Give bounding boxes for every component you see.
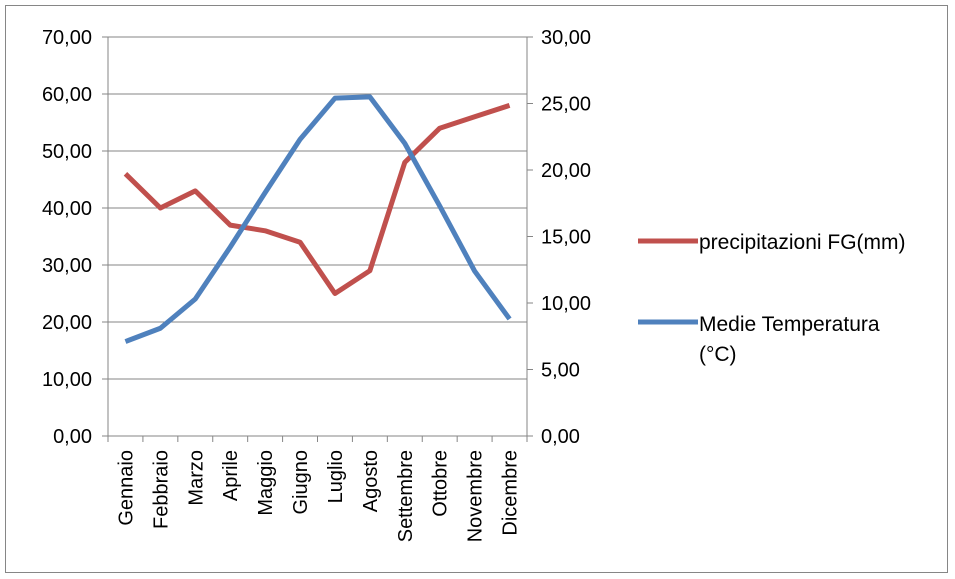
left-tick-label: 10,00 bbox=[42, 369, 92, 391]
left-tick-label: 40,00 bbox=[42, 198, 92, 220]
right-tick-label: 10,00 bbox=[541, 293, 591, 315]
x-tick-label: Dicembre bbox=[500, 450, 522, 536]
left-tick-label: 0,00 bbox=[53, 426, 92, 448]
series-line-temperatura bbox=[124, 94, 512, 344]
x-tick-label: Maggio bbox=[255, 450, 277, 516]
legend-label-temperatura-unit: (°C) bbox=[699, 343, 737, 366]
x-tick-label: Febbraio bbox=[150, 450, 172, 529]
x-tick-label: Ottobre bbox=[430, 450, 452, 517]
series-lines bbox=[123, 94, 512, 344]
legend-label-temperatura: Medie Temperatura bbox=[699, 313, 880, 336]
left-tick-label: 70,00 bbox=[42, 27, 92, 49]
right-y-axis-ticks: 0,00 5,00 10,00 15,00 20,00 25,00 30,00 bbox=[527, 27, 591, 448]
left-tick-label: 50,00 bbox=[42, 141, 92, 163]
axes bbox=[107, 37, 528, 437]
chart-frame bbox=[5, 5, 948, 573]
right-tick-label: 30,00 bbox=[541, 27, 591, 49]
right-tick-label: 20,00 bbox=[541, 160, 591, 182]
right-tick-label: 5,00 bbox=[541, 360, 580, 382]
right-tick-label: 25,00 bbox=[541, 94, 591, 116]
left-tick-label: 30,00 bbox=[42, 255, 92, 277]
x-tick-label: Gennaio bbox=[115, 450, 137, 526]
x-tick-label: Agosto bbox=[360, 450, 382, 512]
x-tick-label: Aprile bbox=[220, 450, 242, 501]
right-tick-label: 0,00 bbox=[541, 426, 580, 448]
left-tick-label: 60,00 bbox=[42, 84, 92, 106]
x-tick-label: Marzo bbox=[185, 450, 207, 506]
x-tick-label: Settembre bbox=[395, 450, 417, 542]
x-tick-label: Giugno bbox=[290, 450, 312, 515]
legend: precipitazioni FG(mm) Medie Temperatura … bbox=[638, 231, 906, 366]
legend-label-precipitazioni: precipitazioni FG(mm) bbox=[699, 231, 906, 254]
x-tick-label: Novembre bbox=[465, 450, 487, 542]
gridlines bbox=[108, 36, 527, 380]
x-axis-ticks: Gennaio Febbraio Marzo Aprile Maggio Giugno Lu… bbox=[107, 436, 528, 542]
series-line-precipitazioni bbox=[123, 103, 511, 296]
left-y-axis-ticks: 0,00 10,00 20,00 30,00 40,00 50,00 60,00 70,00 bbox=[42, 27, 108, 448]
right-tick-label: 15,00 bbox=[541, 227, 591, 249]
x-tick-label: Luglio bbox=[325, 450, 347, 503]
left-tick-label: 20,00 bbox=[42, 312, 92, 334]
